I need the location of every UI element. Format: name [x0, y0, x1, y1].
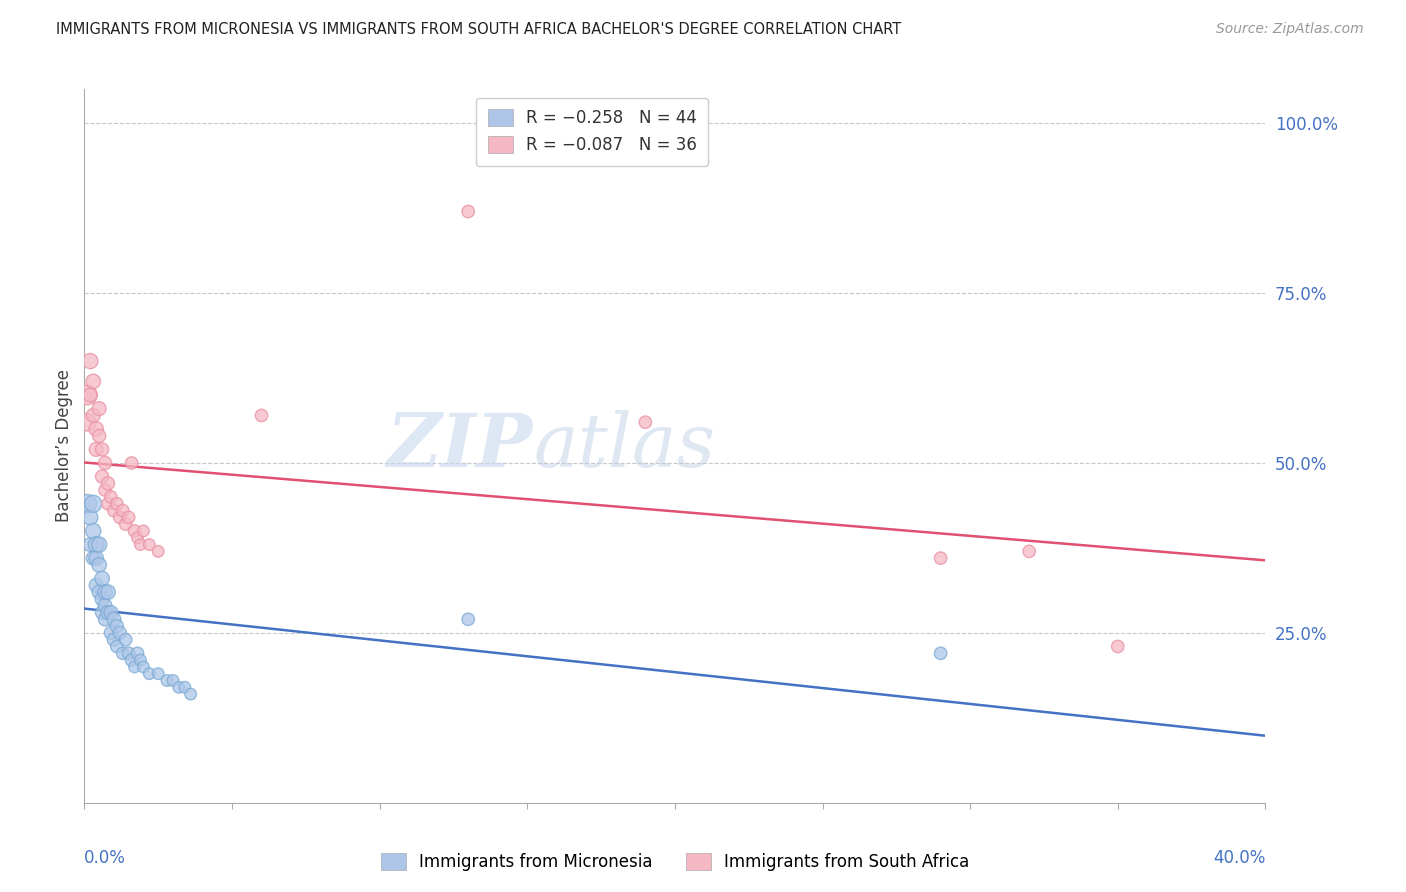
Point	[180, 687, 202, 701]
Point	[94, 599, 117, 613]
Point	[111, 503, 134, 517]
Point	[156, 673, 179, 688]
Point	[79, 510, 101, 524]
Point	[94, 483, 117, 498]
Point	[114, 632, 136, 647]
Point	[173, 680, 195, 694]
Point	[105, 619, 128, 633]
Point	[121, 456, 143, 470]
Text: 0.0%: 0.0%	[84, 849, 127, 867]
Point	[111, 646, 134, 660]
Point	[124, 524, 146, 538]
Point	[114, 517, 136, 532]
Point	[127, 531, 149, 545]
Point	[91, 572, 114, 586]
Point	[89, 585, 111, 599]
Point	[91, 469, 114, 483]
Point	[82, 551, 104, 566]
Point	[129, 537, 152, 551]
Point	[79, 537, 101, 551]
Point	[138, 666, 160, 681]
Point	[127, 646, 149, 660]
Point	[89, 401, 111, 416]
Point	[82, 497, 104, 511]
Point	[84, 537, 107, 551]
Point	[84, 422, 107, 436]
Point	[94, 456, 117, 470]
Point	[118, 646, 141, 660]
Text: 40.0%: 40.0%	[1213, 849, 1265, 867]
Point	[97, 585, 120, 599]
Point	[79, 354, 101, 368]
Text: IMMIGRANTS FROM MICRONESIA VS IMMIGRANTS FROM SOUTH AFRICA BACHELOR'S DEGREE COR: IMMIGRANTS FROM MICRONESIA VS IMMIGRANTS…	[56, 22, 901, 37]
Point	[929, 646, 952, 660]
Text: atlas: atlas	[533, 409, 716, 483]
Point	[100, 606, 122, 620]
Point	[76, 415, 98, 429]
Y-axis label: Bachelor’s Degree: Bachelor’s Degree	[55, 369, 73, 523]
Text: Source: ZipAtlas.com: Source: ZipAtlas.com	[1216, 22, 1364, 37]
Point	[89, 537, 111, 551]
Point	[103, 612, 125, 626]
Point	[79, 388, 101, 402]
Point	[121, 653, 143, 667]
Legend: R = −0.258   N = 44, R = −0.087   N = 36: R = −0.258 N = 44, R = −0.087 N = 36	[477, 97, 709, 166]
Point	[250, 409, 273, 423]
Point	[84, 551, 107, 566]
Point	[148, 666, 170, 681]
Point	[132, 524, 155, 538]
Point	[929, 551, 952, 566]
Point	[108, 626, 131, 640]
Point	[94, 612, 117, 626]
Point	[162, 673, 184, 688]
Point	[100, 490, 122, 504]
Point	[457, 612, 479, 626]
Point	[84, 442, 107, 457]
Point	[84, 578, 107, 592]
Point	[76, 497, 98, 511]
Point	[91, 442, 114, 457]
Point	[1107, 640, 1129, 654]
Legend: Immigrants from Micronesia, Immigrants from South Africa: Immigrants from Micronesia, Immigrants f…	[373, 845, 977, 880]
Point	[91, 606, 114, 620]
Point	[97, 606, 120, 620]
Point	[457, 204, 479, 219]
Point	[82, 409, 104, 423]
Point	[129, 653, 152, 667]
Point	[82, 375, 104, 389]
Point	[118, 510, 141, 524]
Point	[82, 524, 104, 538]
Text: ZIP: ZIP	[387, 409, 533, 483]
Point	[138, 537, 160, 551]
Point	[103, 632, 125, 647]
Point	[148, 544, 170, 558]
Point	[105, 497, 128, 511]
Point	[124, 660, 146, 674]
Point	[89, 558, 111, 572]
Point	[97, 476, 120, 491]
Point	[167, 680, 190, 694]
Point	[76, 388, 98, 402]
Point	[100, 626, 122, 640]
Point	[94, 585, 117, 599]
Point	[91, 591, 114, 606]
Point	[97, 497, 120, 511]
Point	[105, 640, 128, 654]
Point	[103, 503, 125, 517]
Point	[634, 415, 657, 429]
Point	[108, 510, 131, 524]
Point	[1018, 544, 1040, 558]
Point	[89, 429, 111, 443]
Point	[132, 660, 155, 674]
